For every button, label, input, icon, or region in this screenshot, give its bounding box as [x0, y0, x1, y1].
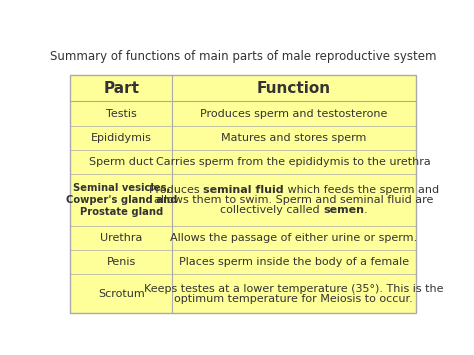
Text: Carries sperm from the epididymis to the urethra: Carries sperm from the epididymis to the… — [156, 157, 431, 167]
Text: Penis: Penis — [107, 257, 136, 267]
Text: Seminal vesicles,
Cowper's gland and
Prostate gland: Seminal vesicles, Cowper's gland and Pro… — [65, 184, 177, 217]
Text: Matures and stores sperm: Matures and stores sperm — [221, 133, 366, 143]
Text: .: . — [364, 206, 368, 215]
Text: Testis: Testis — [106, 109, 137, 119]
Text: Allows the passage of either urine or sperm.: Allows the passage of either urine or sp… — [170, 233, 418, 243]
Text: Produces sperm and testosterone: Produces sperm and testosterone — [200, 109, 388, 119]
Text: Summary of functions of main parts of male reproductive system: Summary of functions of main parts of ma… — [50, 50, 436, 63]
Text: which feeds the sperm and: which feeds the sperm and — [283, 185, 439, 195]
Text: Part: Part — [103, 81, 139, 96]
Text: Places sperm inside the body of a female: Places sperm inside the body of a female — [179, 257, 409, 267]
Text: collectively called: collectively called — [220, 206, 323, 215]
Text: Scrotum: Scrotum — [98, 289, 145, 299]
Text: Sperm duct: Sperm duct — [89, 157, 154, 167]
Text: Keeps testes at a lower temperature (35°). This is the: Keeps testes at a lower temperature (35°… — [144, 284, 444, 294]
Text: seminal fluid: seminal fluid — [203, 185, 283, 195]
Text: allows them to swim. Sperm and seminal fluid are: allows them to swim. Sperm and seminal f… — [154, 195, 434, 205]
Text: Produces: Produces — [149, 185, 203, 195]
Text: Urethra: Urethra — [100, 233, 142, 243]
Text: Function: Function — [257, 81, 331, 96]
Text: semen: semen — [323, 206, 364, 215]
Text: optimum temperature for Meiosis to occur.: optimum temperature for Meiosis to occur… — [174, 294, 413, 304]
Bar — [70, 75, 416, 313]
Text: Epididymis: Epididymis — [91, 133, 152, 143]
